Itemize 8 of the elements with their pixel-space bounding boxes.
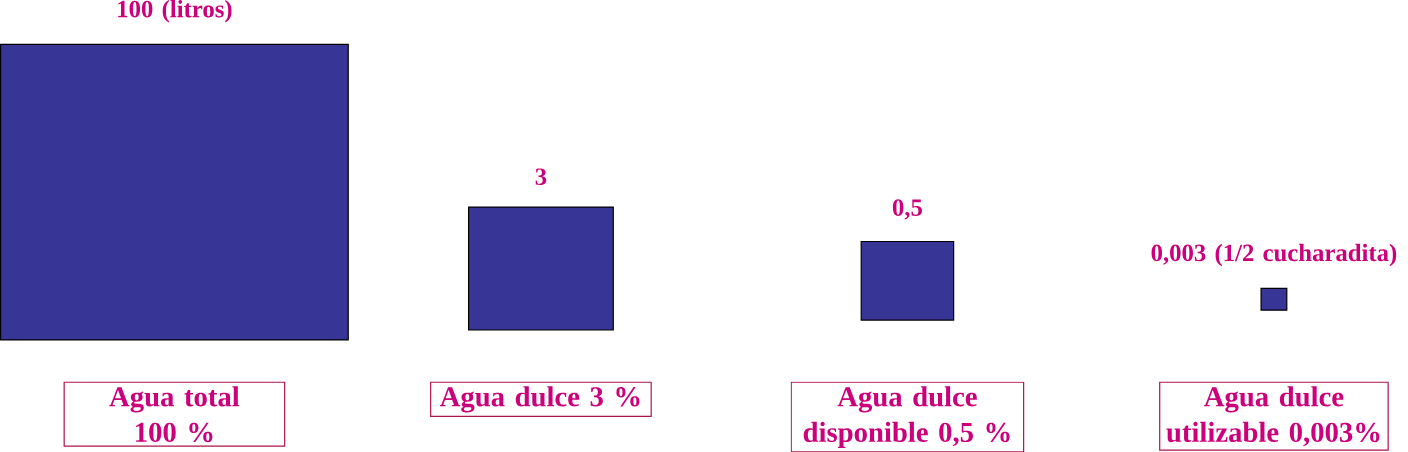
data-label: 3 [535, 168, 547, 185]
category-label: Agua dulce utilizable 0,003% [1166, 386, 1380, 446]
category-label: Agua dulce 3 % [439, 386, 640, 413]
category-label: Agua total 100 % [109, 386, 240, 442]
data-label: 0,003 (1/2 cucharadita) [1151, 243, 1397, 267]
data-label: 100 (litros) [118, 0, 232, 23]
category-label: Agua dulce disponible 0,5 % [803, 386, 1010, 448]
data-label: 0,5 [892, 198, 922, 220]
